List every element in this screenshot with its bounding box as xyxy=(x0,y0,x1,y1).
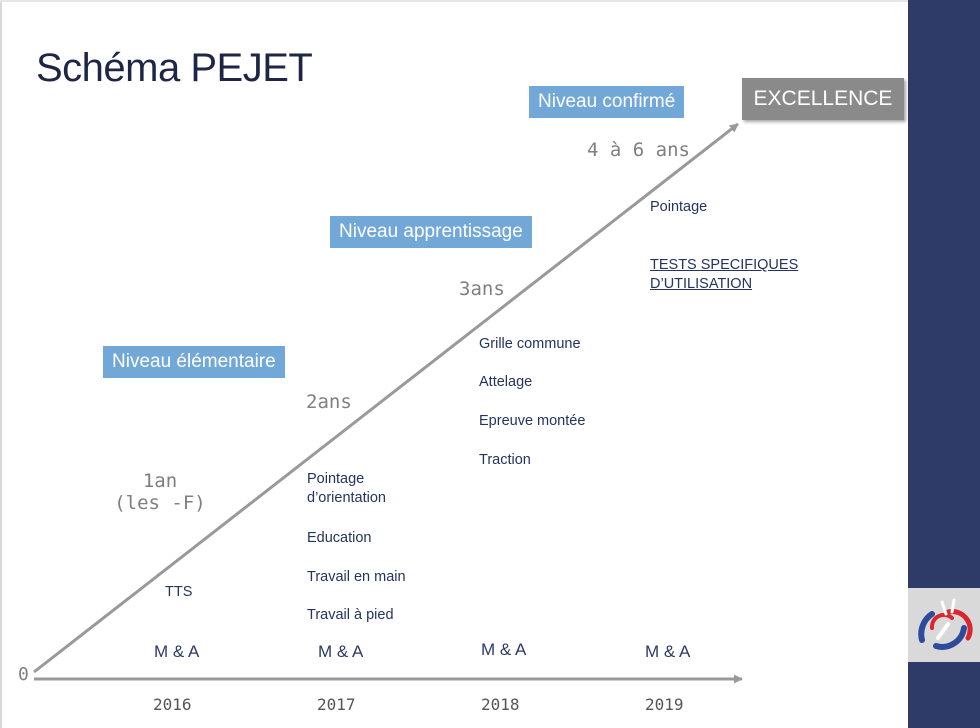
slide-border-left xyxy=(0,0,2,728)
level-excellence: EXCELLENCE xyxy=(742,78,904,120)
item-epreuve-montee: Epreuve montée xyxy=(479,413,586,429)
year-2019: 2019 xyxy=(645,695,684,714)
item-traction: Traction xyxy=(479,452,531,468)
item-tests-specifiques-line1: TESTS SPECIFIQUES xyxy=(650,257,799,273)
item-education: Education xyxy=(307,530,372,546)
item-pointage-orientation-line2: d’orientation xyxy=(307,490,386,506)
page-title: Schéma PEJET xyxy=(36,46,313,90)
year-2017: 2017 xyxy=(317,695,356,714)
item-grille-commune: Grille commune xyxy=(479,336,581,352)
timeline-diagram xyxy=(33,122,743,684)
item-tts: TTS xyxy=(165,584,193,600)
item-tests-specifiques: TESTS SPECIFIQUES D’UTILISATION xyxy=(650,256,798,294)
item-tests-specifiques-line2: D’UTILISATION xyxy=(650,276,753,292)
ma-label-2016: M & A xyxy=(154,642,200,661)
ma-label-2019: M & A xyxy=(645,642,691,661)
item-travail-a-pied: Travail à pied xyxy=(307,607,394,623)
duration-3-years: 3ans xyxy=(459,278,505,300)
item-travail-en-main: Travail en main xyxy=(307,569,406,585)
ma-label-2018: M & A xyxy=(481,640,527,659)
level-apprentissage: Niveau apprentissage xyxy=(330,216,532,248)
item-pointage-orientation: Pointage d’orientation xyxy=(307,470,386,508)
duration-4-6-years: 4 à 6 ans xyxy=(587,139,690,161)
item-pointage-orientation-line1: Pointage xyxy=(307,471,365,487)
level-confirme: Niveau confirmé xyxy=(529,86,685,118)
slide-border-top xyxy=(0,0,908,2)
logo-panel xyxy=(908,588,980,662)
ma-label-2017: M & A xyxy=(318,642,364,661)
duration-1-year-line1: 1an xyxy=(142,470,178,492)
logo-icon xyxy=(918,598,973,650)
duration-1-year-line2: (les -F) xyxy=(114,492,206,514)
origin-label: 0 xyxy=(18,664,29,685)
progression-arrow xyxy=(33,122,739,674)
year-2016: 2016 xyxy=(153,695,192,714)
year-2018: 2018 xyxy=(481,695,520,714)
level-elementaire: Niveau élémentaire xyxy=(103,346,285,378)
item-attelage: Attelage xyxy=(479,374,533,390)
duration-1-year: 1an (les -F) xyxy=(110,470,210,514)
item-pointage: Pointage xyxy=(650,199,708,215)
duration-2-years: 2ans xyxy=(306,391,352,413)
